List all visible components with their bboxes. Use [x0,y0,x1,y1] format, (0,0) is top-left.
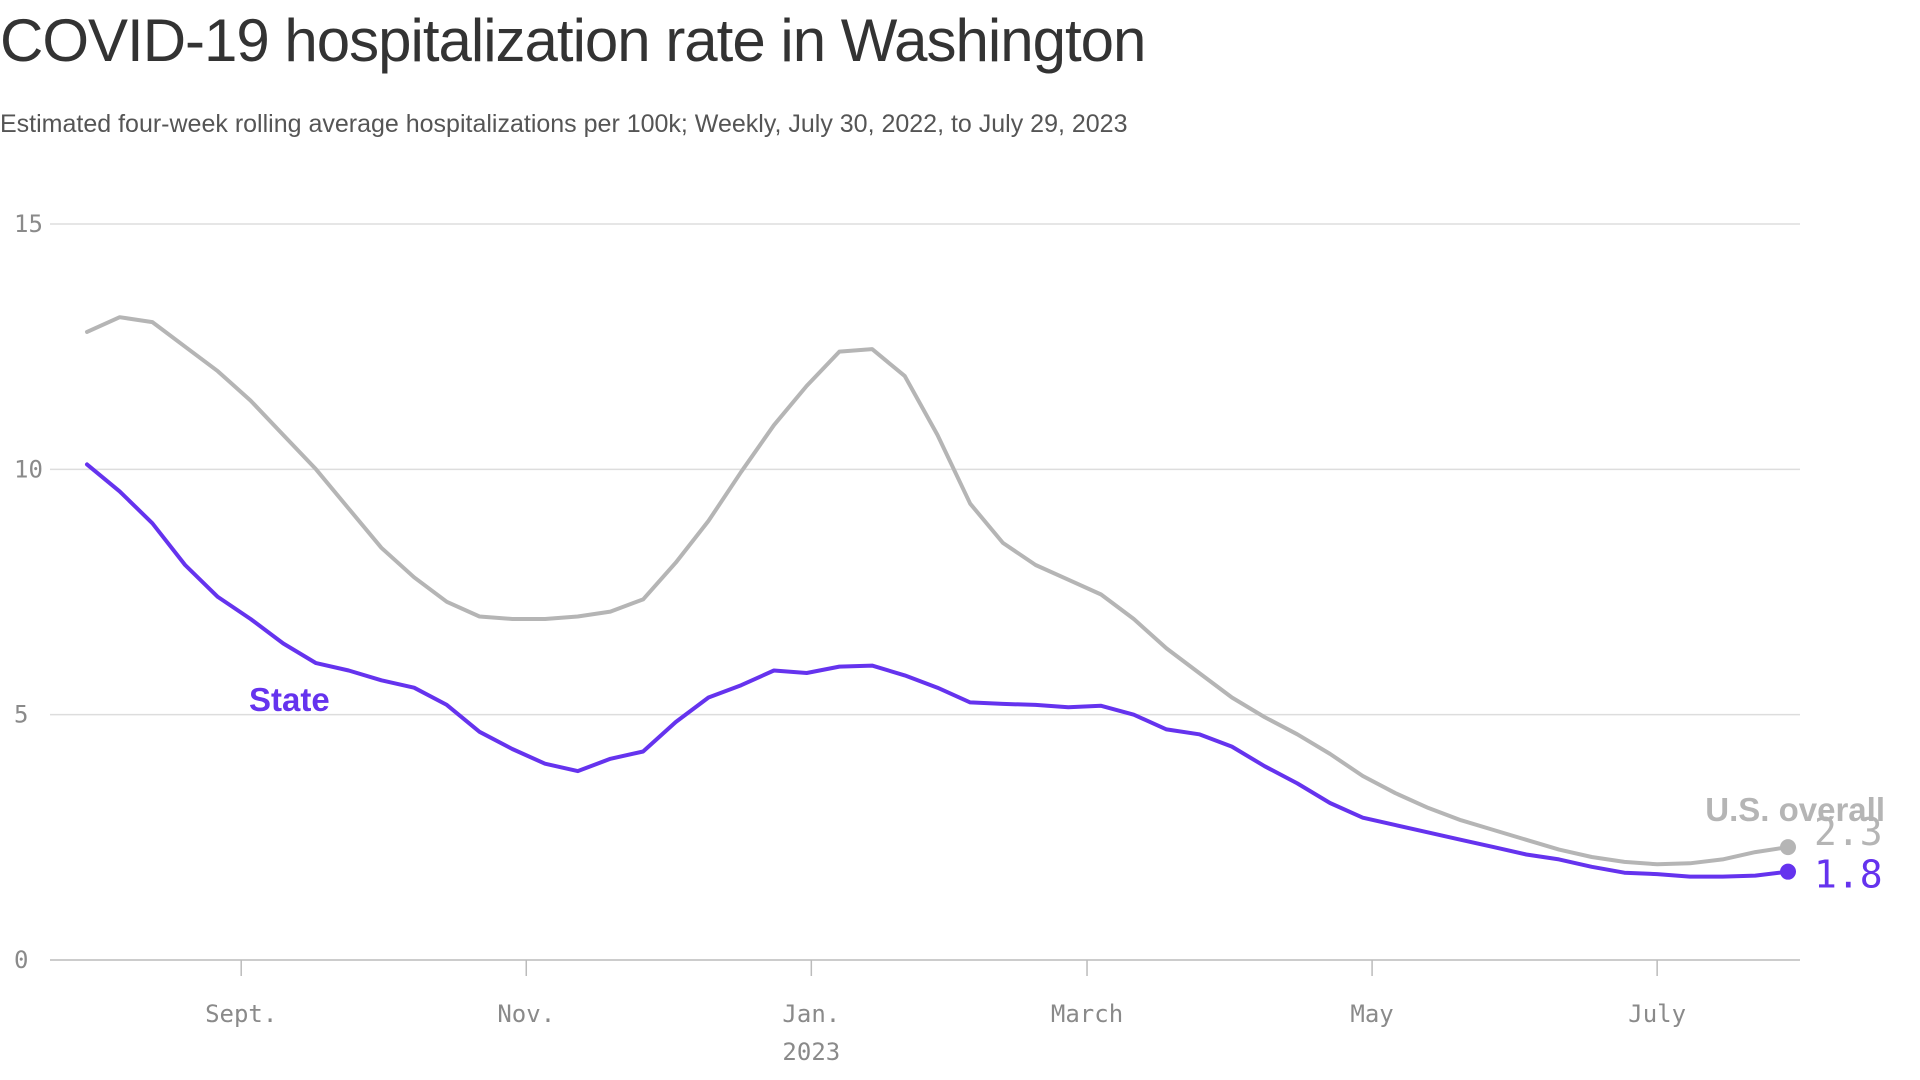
end-value-label-state: 1.8 [1814,853,1883,897]
end-value-label-us-overall: 2.3 [1814,810,1883,854]
y-tick-label: 5 [14,701,28,729]
series-line-state [85,462,1790,879]
chart-title: COVID-19 hospitalization rate in Washing… [0,7,1146,74]
x-tick-label: Jan. [782,1000,840,1028]
series-label-us-overall: U.S. overall [1705,791,1885,828]
series-line-us-overall [85,315,1790,867]
x-year-label: 2023 [782,1038,840,1066]
y-tick-label: 10 [14,455,43,483]
y-tick-label: 0 [14,946,28,974]
x-tick-label: Nov. [497,1000,555,1028]
x-tick-label: March [1051,1000,1123,1028]
x-tick-label: May [1350,1000,1393,1028]
x-tick-label: Sept. [205,1000,277,1028]
end-point-state [1780,863,1796,880]
end-point-us-overall [1780,839,1796,856]
y-tick-label: 15 [14,210,43,238]
chart-subtitle: Estimated four-week rolling average hosp… [0,110,1128,138]
x-tick-label: July [1628,1000,1686,1028]
series-label-state: State [249,681,330,718]
